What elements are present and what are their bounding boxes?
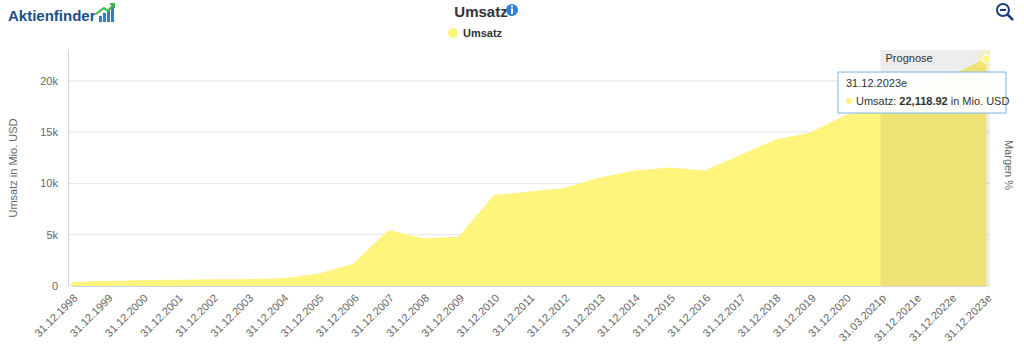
- tooltip: 31.12.2023e Umsatz:22,118.92 in Mio. USD: [838, 72, 1009, 113]
- y-tick: 10k: [40, 177, 68, 189]
- x-tick-label: 31.12.2023e: [942, 292, 994, 344]
- tooltip-line: Umsatz:22,118.92 in Mio. USD: [856, 95, 1009, 107]
- y-axis-title: Umsatz in Mio. USD: [7, 118, 19, 217]
- x-axis: 31.12.199831.12.199931.12.200031.12.2001…: [32, 286, 993, 343]
- zoom-icon-lens: [997, 4, 1009, 16]
- zoom-icon-handle: [1008, 15, 1014, 21]
- tooltip-title: 31.12.2023e: [846, 77, 907, 89]
- info-icon: [506, 4, 518, 16]
- chart-container: Prognose 0 5k 10k 15k 20k 31.12.199831.12.1999…: [0, 0, 1024, 351]
- legend-symbol: [448, 28, 458, 38]
- x-axis-line: [73, 286, 987, 287]
- y-axis-line: [68, 51, 69, 287]
- tooltip-value: 22,118.92: [899, 95, 947, 107]
- legend-label: Umsatz: [463, 27, 503, 39]
- y-tick: 0: [52, 280, 68, 292]
- logo-arrow: [96, 4, 114, 14]
- y-axis: 0 5k 10k 15k 20k: [40, 51, 68, 293]
- y-tick: 5k: [46, 229, 68, 241]
- plot-area: [72, 50, 990, 286]
- title: Umsatz: [454, 3, 507, 20]
- y-tick-label: 10k: [40, 177, 58, 189]
- info-icon-circle: [506, 4, 518, 16]
- marker-halo: [977, 50, 990, 68]
- chart-svg: Prognose 0 5k 10k 15k 20k 31.12.199831.12.1999…: [0, 0, 1024, 351]
- logo-bar: [99, 16, 102, 22]
- logo-bar: [111, 7, 114, 22]
- y-tick: 15k: [40, 126, 68, 138]
- marker: [982, 55, 990, 63]
- y-tick-label: 5k: [46, 229, 58, 241]
- info-icon-bar: [511, 9, 513, 15]
- logo-text: Aktienfinder: [8, 7, 96, 24]
- logo: Aktienfinder: [8, 4, 114, 24]
- forecast-label: Prognose: [886, 52, 933, 64]
- tooltip-name: Umsatz:: [856, 95, 896, 107]
- y-tick-label: 15k: [40, 126, 58, 138]
- tooltip-unit: in Mio. USD: [951, 95, 1010, 107]
- y-tick: 20k: [40, 75, 68, 87]
- zoom-icon[interactable]: [997, 4, 1013, 20]
- legend: Umsatz: [448, 27, 503, 39]
- y2-axis-title: Margen %: [1003, 140, 1015, 190]
- logo-bar: [103, 13, 106, 22]
- zoom-icon-minus: [1000, 9, 1006, 11]
- tooltip-symbol: [846, 98, 852, 104]
- info-icon-dot: [511, 6, 513, 8]
- y-tick-label: 0: [52, 280, 58, 292]
- x-tick: 31.12.2023e: [942, 286, 994, 343]
- y-tick-label: 20k: [40, 75, 58, 87]
